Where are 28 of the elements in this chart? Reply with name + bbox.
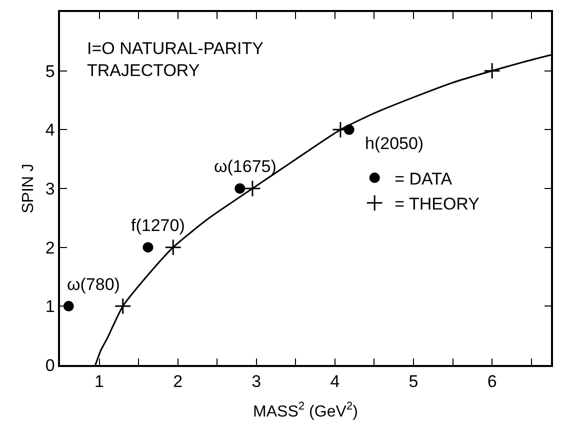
point xyxy=(164,238,182,256)
x-axis-title: MASS$^{2}$ (GeV$^{2}$) xyxy=(253,400,358,420)
x-tick-label: 3 xyxy=(252,372,262,392)
x-tick-label: 6 xyxy=(487,372,497,392)
x-tick-label: 1 xyxy=(94,372,104,392)
text: I=O NATURAL-PARITY TRAJECTORY xyxy=(87,39,264,80)
x-tick-label: 4 xyxy=(330,372,340,392)
point xyxy=(484,62,501,80)
x-tick-label: 2 xyxy=(173,372,183,392)
legend-label: = DATA xyxy=(394,169,453,188)
y-tick-label: 0 xyxy=(45,356,55,375)
y-tick-label: 2 xyxy=(45,238,55,258)
x-tick-label: 5 xyxy=(408,372,418,392)
point xyxy=(63,300,74,312)
point xyxy=(142,242,154,253)
annotation: ω(1675) xyxy=(214,157,276,176)
point xyxy=(234,183,246,194)
annotation: h(2050) xyxy=(365,134,424,153)
y-tick-label: 3 xyxy=(45,179,55,198)
point xyxy=(244,180,261,197)
legend-label: = THEORY xyxy=(394,194,480,214)
y-tick-label: 4 xyxy=(45,120,55,140)
annotation: f(1270) xyxy=(131,216,185,235)
y-axis-title: SPIN J xyxy=(20,164,37,214)
y-tick-label: 1 xyxy=(45,297,55,316)
point xyxy=(114,298,132,315)
y-tick-label: 5 xyxy=(45,62,55,81)
annotation: ω(780) xyxy=(67,275,120,294)
